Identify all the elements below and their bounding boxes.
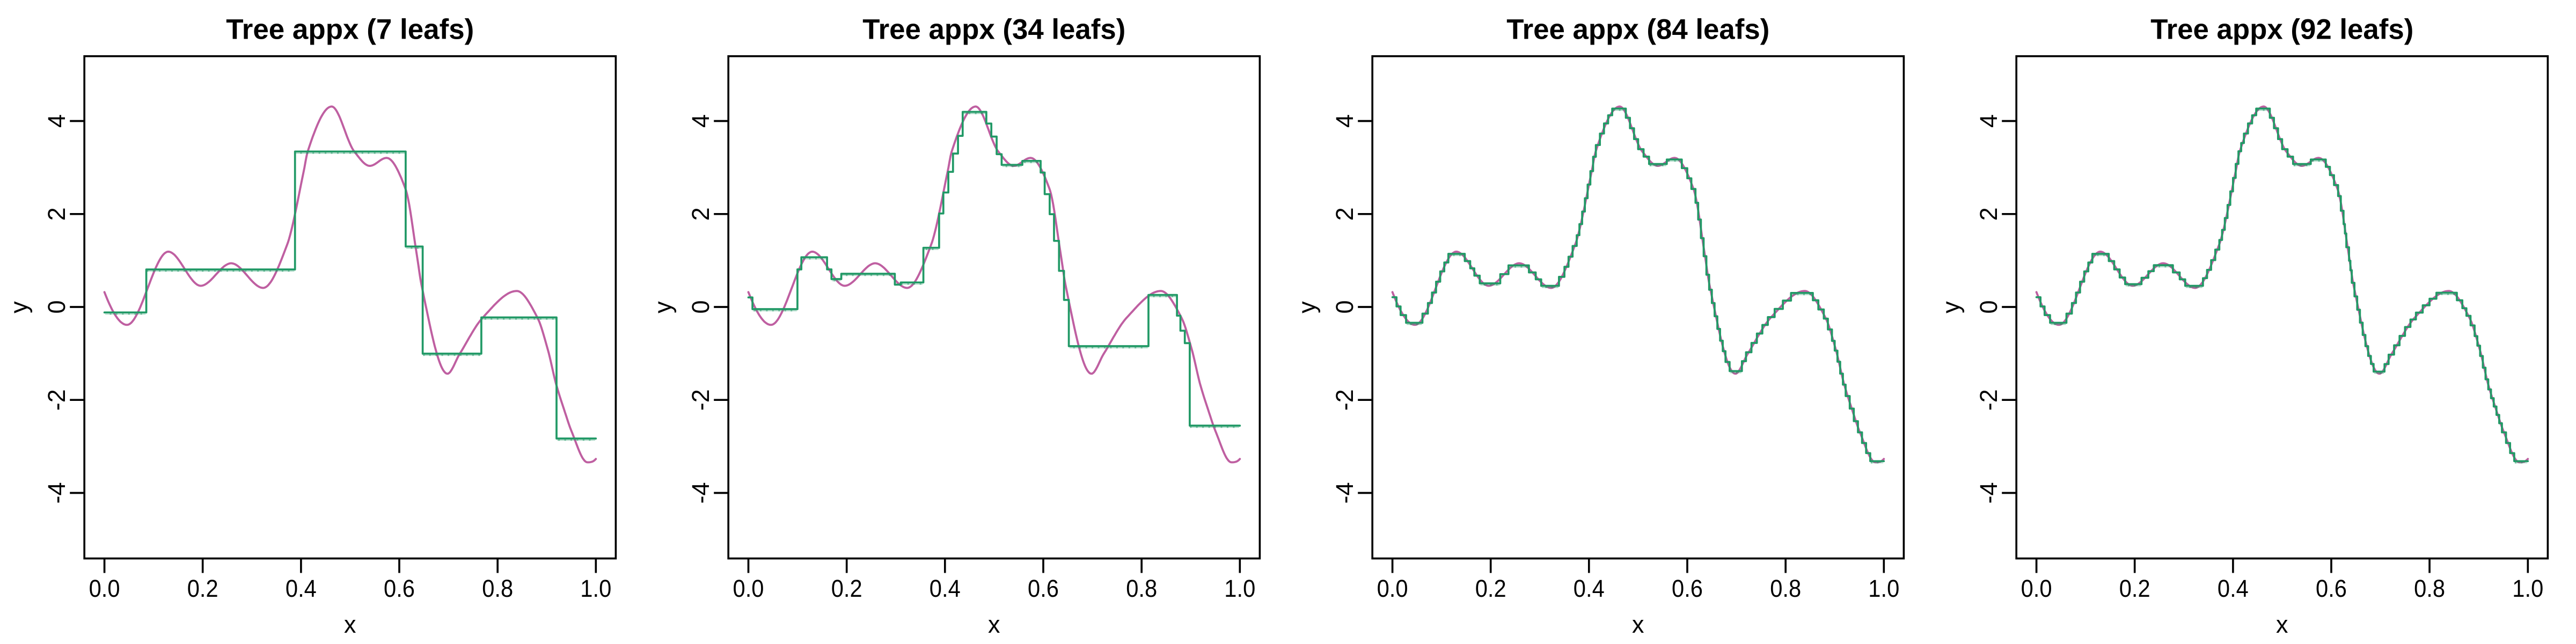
svg-text:0.2: 0.2 bbox=[187, 575, 218, 602]
svg-text:-2: -2 bbox=[687, 389, 714, 411]
svg-text:0.2: 0.2 bbox=[2119, 575, 2150, 602]
svg-text:1.0: 1.0 bbox=[2512, 575, 2543, 602]
svg-text:0: 0 bbox=[687, 300, 714, 313]
svg-text:0.4: 0.4 bbox=[286, 575, 317, 602]
svg-text:x: x bbox=[344, 611, 356, 638]
svg-text:-4: -4 bbox=[687, 482, 714, 503]
svg-text:2: 2 bbox=[1975, 207, 2002, 221]
svg-text:0: 0 bbox=[1975, 300, 2002, 313]
svg-text:0.8: 0.8 bbox=[1126, 575, 1157, 602]
svg-text:4: 4 bbox=[43, 114, 70, 128]
svg-text:Tree appx (92 leafs): Tree appx (92 leafs) bbox=[2150, 13, 2413, 45]
svg-text:0.6: 0.6 bbox=[2316, 575, 2347, 602]
svg-text:y: y bbox=[649, 301, 677, 313]
svg-text:0.4: 0.4 bbox=[1574, 575, 1605, 602]
svg-text:2: 2 bbox=[1331, 207, 1358, 221]
svg-text:0.2: 0.2 bbox=[1475, 575, 1506, 602]
svg-text:y: y bbox=[5, 301, 33, 313]
svg-text:0.6: 0.6 bbox=[1028, 575, 1059, 602]
svg-text:Tree appx (84 leafs): Tree appx (84 leafs) bbox=[1506, 13, 1769, 45]
svg-text:2: 2 bbox=[43, 207, 70, 221]
svg-text:1.0: 1.0 bbox=[1224, 575, 1255, 602]
svg-text:-4: -4 bbox=[43, 482, 70, 503]
svg-text:-2: -2 bbox=[43, 389, 70, 411]
svg-text:-2: -2 bbox=[1975, 389, 2002, 411]
svg-text:-4: -4 bbox=[1331, 482, 1358, 503]
svg-text:4: 4 bbox=[1331, 114, 1358, 128]
svg-text:0: 0 bbox=[43, 300, 70, 313]
svg-text:-2: -2 bbox=[1331, 389, 1358, 411]
svg-text:0.8: 0.8 bbox=[482, 575, 513, 602]
svg-text:0.0: 0.0 bbox=[89, 575, 120, 602]
svg-text:0.0: 0.0 bbox=[2021, 575, 2052, 602]
svg-text:0.2: 0.2 bbox=[831, 575, 862, 602]
svg-text:4: 4 bbox=[1975, 114, 2002, 128]
svg-text:0.8: 0.8 bbox=[1770, 575, 1801, 602]
svg-text:x: x bbox=[2276, 611, 2288, 638]
svg-text:-4: -4 bbox=[1975, 482, 2002, 503]
svg-text:0.0: 0.0 bbox=[733, 575, 764, 602]
svg-text:1.0: 1.0 bbox=[580, 575, 611, 602]
svg-text:0.4: 0.4 bbox=[2218, 575, 2249, 602]
svg-text:0.0: 0.0 bbox=[1377, 575, 1408, 602]
svg-text:Tree appx (34 leafs): Tree appx (34 leafs) bbox=[862, 13, 1125, 45]
svg-text:Tree appx (7 leafs): Tree appx (7 leafs) bbox=[226, 13, 474, 45]
svg-text:1.0: 1.0 bbox=[1868, 575, 1899, 602]
svg-text:0: 0 bbox=[1331, 300, 1358, 313]
svg-text:0.6: 0.6 bbox=[384, 575, 415, 602]
svg-text:4: 4 bbox=[687, 114, 714, 128]
svg-text:0.4: 0.4 bbox=[930, 575, 961, 602]
svg-text:0.8: 0.8 bbox=[2414, 575, 2445, 602]
svg-text:x: x bbox=[1632, 611, 1644, 638]
svg-text:x: x bbox=[988, 611, 1000, 638]
svg-text:y: y bbox=[1293, 301, 1321, 313]
svg-text:2: 2 bbox=[687, 207, 714, 221]
svg-text:0.6: 0.6 bbox=[1672, 575, 1703, 602]
svg-text:y: y bbox=[1937, 301, 1965, 313]
